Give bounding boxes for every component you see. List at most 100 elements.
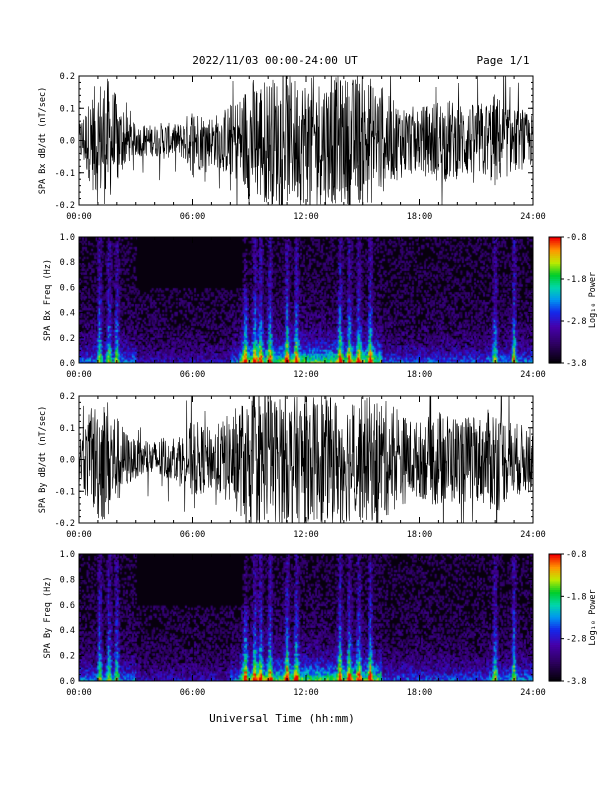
colorbar-segment — [549, 260, 561, 263]
y-axis-title: SPA By dB/dt (nT/sec) — [38, 406, 48, 513]
x-tick-label: 06:00 — [180, 370, 206, 380]
colorbar-title: Log₁₀ Power — [588, 272, 598, 328]
colorbar-segment — [549, 672, 561, 676]
y-tick-label: 0.0 — [60, 359, 75, 369]
colorbar-segment — [549, 266, 561, 270]
colorbar-segment — [549, 632, 561, 636]
x-tick-label: 00:00 — [66, 530, 92, 540]
colorbar-segment — [549, 239, 561, 242]
y-tick-label: 1.0 — [60, 550, 75, 560]
colorbar-segment — [549, 592, 561, 595]
colorbar-segment — [549, 653, 561, 657]
y-tick-label: 1.0 — [60, 233, 75, 243]
colorbar-tick-label: -3.8 — [566, 359, 586, 369]
colorbar-segment — [549, 312, 561, 316]
colorbar-segment — [549, 310, 561, 314]
trace-by-dbdt — [79, 396, 533, 523]
colorbar-segment — [549, 575, 561, 578]
colorbar-segment — [549, 647, 561, 650]
y-tick-label: 0.2 — [60, 72, 75, 82]
y-tick-label: 0.4 — [60, 309, 75, 319]
colorbar-tick-label: -1.8 — [566, 275, 586, 285]
colorbar-segment — [549, 352, 561, 356]
colorbar-segment — [549, 327, 561, 330]
colorbar-segment — [549, 268, 561, 272]
colorbar-tick-label: -2.8 — [566, 317, 586, 327]
colorbar-segment — [549, 356, 561, 360]
colorbar-segment — [549, 655, 561, 659]
y-tick-label: -0.1 — [55, 487, 75, 497]
colorbar-tick-label: -2.8 — [566, 635, 586, 645]
spectrogram-bx-spec — [79, 237, 533, 363]
x-tick-label: 06:00 — [180, 212, 206, 222]
y-tick-label: 0.0 — [60, 677, 75, 687]
y-axis-title: SPA Bx dB/dt (nT/sec) — [38, 87, 48, 194]
y-tick-label: 0.6 — [60, 283, 75, 293]
colorbar-segment — [549, 558, 561, 561]
colorbar-title: Log₁₀ Power — [588, 589, 598, 645]
colorbar-segment — [549, 276, 561, 280]
colorbar-segment — [549, 670, 561, 674]
colorbar-tick-label: -0.8 — [566, 550, 586, 560]
colorbar-segment — [549, 323, 561, 326]
colorbar-segment — [549, 258, 561, 261]
colorbar-segment — [549, 636, 561, 640]
colorbar-segment — [549, 354, 561, 358]
x-tick-label: 06:00 — [180, 530, 206, 540]
spectrogram-canvas — [79, 554, 533, 681]
colorbar-segment — [549, 570, 561, 574]
colorbar-segment — [549, 573, 561, 576]
colorbar-segment — [549, 253, 561, 257]
colorbar-segment — [549, 566, 561, 570]
colorbar-by-spec: -0.8 -1.8 -2.8 -3.8 Log₁₀ Power — [548, 550, 598, 687]
colorbar-segment — [549, 241, 561, 244]
x-tick-label: 24:00 — [520, 212, 546, 222]
colorbar-segment — [549, 316, 561, 320]
colorbar-segment — [549, 304, 561, 307]
colorbar-segment — [549, 560, 561, 564]
colorbar-bx-spec: -0.8 -1.8 -2.8 -3.8 Log₁₀ Power — [548, 233, 598, 369]
colorbar-segment — [549, 331, 561, 335]
colorbar-tick-label: -3.8 — [566, 677, 586, 687]
y-tick-label: 0.2 — [60, 652, 75, 662]
colorbar-segment — [549, 649, 561, 652]
y-tick-label: 0.8 — [60, 258, 75, 268]
colorbar-segment — [549, 329, 561, 333]
colorbar-segment — [549, 623, 561, 627]
colorbar-segment — [549, 651, 561, 655]
x-tick-label: 24:00 — [520, 688, 546, 698]
y-tick-label: 0.2 — [60, 392, 75, 402]
colorbar-segment — [549, 318, 561, 322]
colorbar-segment — [549, 613, 561, 616]
colorbar-segment — [549, 661, 561, 665]
colorbar-segment — [549, 617, 561, 621]
panel-by-dbdt-axes: -0.2 -0.1 0.0 0.1 0.2 00:00 06:00 12:00 18:00 24:… — [38, 392, 546, 540]
y-tick-label: 0.1 — [60, 424, 75, 434]
colorbar-segment — [549, 251, 561, 255]
colorbar-segment — [549, 350, 561, 354]
x-tick-label: 12:00 — [293, 370, 319, 380]
colorbar-segment — [549, 262, 561, 265]
colorbar-segment — [549, 621, 561, 625]
colorbar-segment — [549, 628, 561, 631]
colorbar-segment — [549, 589, 561, 593]
colorbar-segment — [549, 333, 561, 337]
colorbar-segment — [549, 243, 561, 246]
colorbar-segment — [549, 568, 561, 572]
y-tick-label: 0.4 — [60, 626, 75, 636]
x-tick-label: 12:00 — [293, 530, 319, 540]
x-tick-label: 24:00 — [520, 530, 546, 540]
colorbar-segment — [549, 564, 561, 568]
colorbar-segment — [549, 598, 561, 602]
colorbar-segment — [549, 678, 561, 682]
colorbar-segment — [549, 360, 561, 364]
colorbar-segment — [549, 562, 561, 566]
colorbar-segment — [549, 664, 561, 667]
colorbar-segment — [549, 339, 561, 343]
panel-bx-dbdt-axes: -0.2 -0.1 0.0 0.1 0.2 00:00 06:00 12:00 18:00 24:… — [38, 72, 546, 222]
colorbar-segment — [549, 283, 561, 286]
colorbar-segment — [549, 321, 561, 324]
colorbar-frame — [548, 236, 562, 364]
colorbar-segment — [549, 579, 561, 583]
x-tick-label: 18:00 — [407, 530, 433, 540]
